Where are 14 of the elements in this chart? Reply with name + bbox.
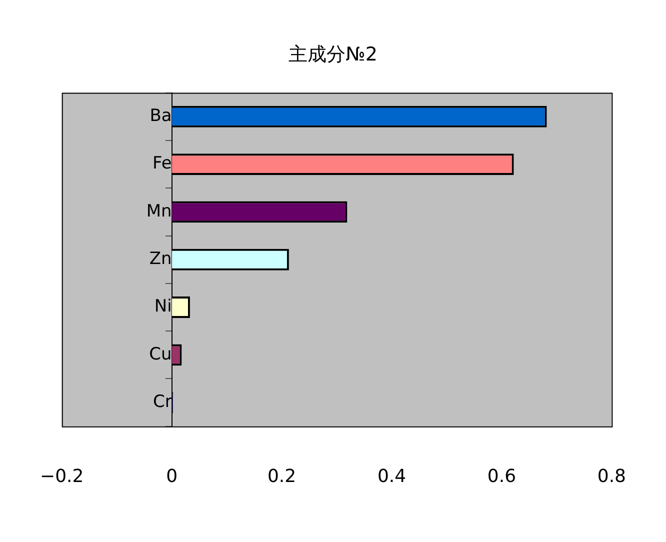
- y-tick-label: Cr: [152, 392, 172, 412]
- y-tick-label: Ni: [154, 296, 172, 317]
- x-tick-label: 0.2: [267, 466, 296, 487]
- y-tick-label: Cu: [149, 344, 172, 364]
- y-tick-label: Ba: [150, 106, 172, 126]
- y-tick-label: Fe: [152, 154, 172, 174]
- x-tick-label: −0.2: [40, 466, 84, 487]
- chart-title: 主成分№2: [288, 43, 378, 66]
- x-tick-label: 0: [166, 466, 178, 487]
- x-tick-label: 0.8: [597, 466, 626, 487]
- y-tick-label: Zn: [149, 249, 172, 270]
- x-tick-label: 0.4: [377, 466, 406, 487]
- x-tick-label: 0.6: [487, 466, 516, 487]
- y-tick-label: Mn: [146, 201, 172, 222]
